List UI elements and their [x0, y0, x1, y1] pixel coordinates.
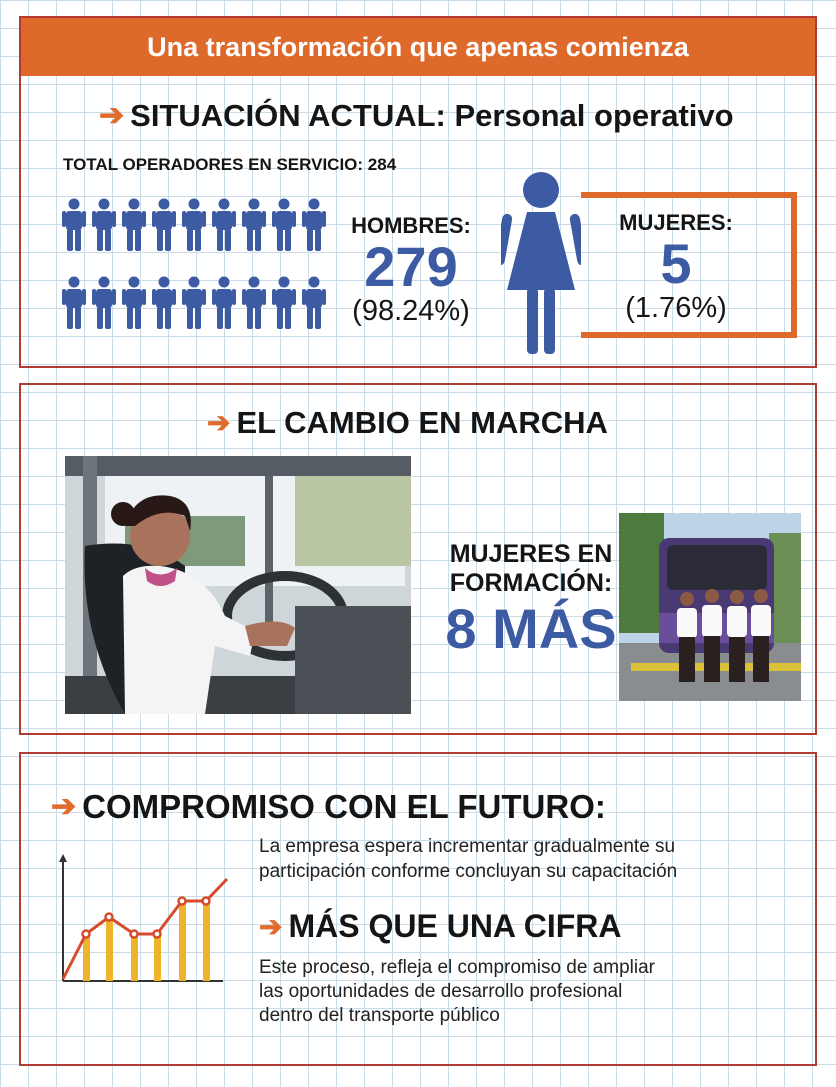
cambio-heading: ➔ EL CAMBIO EN MARCHA	[207, 405, 608, 441]
women-count: 5	[660, 232, 692, 295]
male-person-icon	[302, 198, 326, 251]
male-person-icon	[242, 198, 266, 251]
training-label-line2: FORMACIÓN:	[449, 569, 613, 597]
training-stats: MUJERES EN FORMACIÓN: 8 MÁS	[416, 540, 646, 660]
trainees-group-photo	[619, 513, 801, 701]
situacion-heading-text: SITUACIÓN ACTUAL: Personal operativo	[130, 98, 734, 133]
male-person-icon	[62, 198, 86, 251]
men-percentage: (98.24%)	[352, 295, 470, 327]
banner-title: Una transformación que apenas comienza	[21, 18, 815, 76]
arrow-icon: ➔	[51, 790, 77, 823]
male-person-icon	[92, 198, 116, 251]
sub-text-line2: las oportunidades de desarrollo profesio…	[259, 981, 623, 1002]
sub-text-line3: dentro del transporte público	[259, 1005, 500, 1026]
training-value: 8 MÁS	[445, 597, 617, 660]
male-person-icon	[212, 276, 236, 329]
situacion-panel: Una transformación que apenas comienza ➔…	[19, 16, 817, 368]
women-stats: MUJERES: 5 (1.76%)	[601, 210, 751, 325]
sub-heading-text: MÁS QUE UNA CIFRA	[288, 908, 622, 944]
male-person-icon	[122, 198, 146, 251]
men-stats: HOMBRES: 279 (98.24%)	[331, 213, 491, 328]
women-percentage: (1.76%)	[625, 292, 727, 324]
driver-photo	[65, 456, 411, 714]
compromiso-text-line1: La empresa espera incrementar gradualmen…	[259, 836, 676, 857]
male-person-icon	[92, 276, 116, 329]
sub-text: Este proceso, refleja el compromiso de a…	[259, 956, 655, 1028]
male-person-icon	[122, 276, 146, 329]
male-person-icon	[152, 276, 176, 329]
compromiso-heading-text: COMPROMISO CON EL FUTURO:	[82, 788, 606, 825]
female-person-icon	[501, 172, 581, 354]
compromiso-text: La empresa espera incrementar gradualmen…	[259, 834, 677, 884]
situacion-heading: ➔ SITUACIÓN ACTUAL: Personal operativo	[99, 98, 734, 134]
compromiso-text-line2: participación conforme concluyan su capa…	[259, 861, 678, 882]
training-label-line1: MUJERES EN	[449, 540, 613, 568]
growth-chart-icon	[59, 854, 229, 982]
male-person-icon	[272, 276, 296, 329]
men-label: HOMBRES:	[351, 213, 471, 238]
arrow-icon: ➔	[259, 910, 283, 942]
arrow-icon: ➔	[99, 99, 125, 132]
arrow-icon: ➔	[207, 407, 231, 438]
male-person-icon	[182, 198, 206, 251]
male-person-icon	[182, 276, 206, 329]
total-operators-label: TOTAL OPERADORES EN SERVICIO: 284	[63, 155, 397, 174]
men-count: 279	[364, 235, 458, 298]
male-person-icon	[152, 198, 176, 251]
women-highlight-frame	[581, 192, 797, 338]
male-person-icon	[302, 276, 326, 329]
cambio-panel: ➔ EL CAMBIO EN MARCHA MUJERES EN FORMACI…	[19, 383, 817, 735]
male-person-icon	[212, 198, 236, 251]
male-figures-grid	[62, 198, 326, 329]
sub-text-line1: Este proceso, refleja el compromiso de a…	[259, 957, 656, 978]
male-person-icon	[62, 276, 86, 329]
compromiso-panel: ➔ COMPROMISO CON EL FUTURO: La empresa e…	[19, 752, 817, 1066]
male-person-icon	[272, 198, 296, 251]
cambio-heading-text: EL CAMBIO EN MARCHA	[236, 405, 608, 440]
male-person-icon	[242, 276, 266, 329]
women-label: MUJERES:	[619, 210, 733, 235]
sub-heading: ➔ MÁS QUE UNA CIFRA	[259, 908, 622, 945]
compromiso-heading: ➔ COMPROMISO CON EL FUTURO:	[51, 788, 606, 826]
